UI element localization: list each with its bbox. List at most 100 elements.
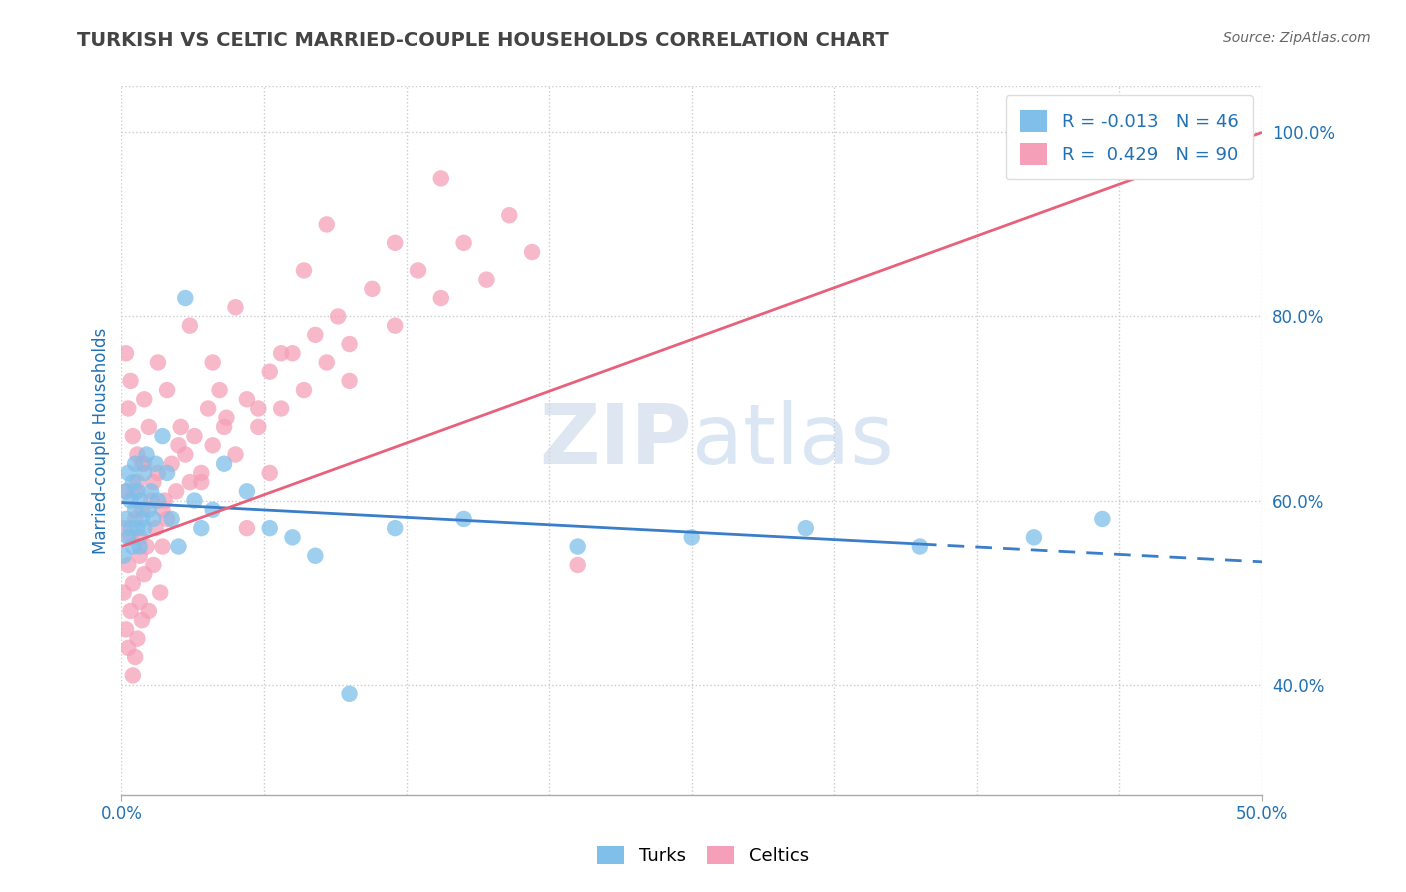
Point (120, 604, 142, 618)
Point (134, 521, 156, 535)
Point (201, 355, 224, 369)
Point (165, 484, 187, 499)
Point (153, 493, 176, 508)
Point (1022, 530, 1045, 544)
Point (190, 475, 212, 490)
Point (170, 420, 193, 434)
Point (453, 235, 475, 250)
Point (567, 540, 589, 554)
Point (115, 346, 138, 360)
Point (127, 632, 149, 646)
Point (128, 530, 150, 544)
Point (120, 530, 142, 544)
Point (121, 475, 143, 490)
Point (117, 558, 139, 572)
Point (117, 466, 139, 480)
Point (134, 567, 156, 582)
Point (567, 558, 589, 572)
Point (117, 401, 139, 416)
Point (236, 392, 259, 407)
Point (121, 576, 143, 591)
Point (120, 374, 142, 388)
Point (120, 521, 142, 535)
Point (384, 521, 406, 535)
Point (224, 300, 246, 314)
Point (138, 420, 160, 434)
Point (160, 457, 183, 471)
Point (167, 438, 190, 452)
Point (115, 484, 138, 499)
Legend: Turks, Celtics: Turks, Celtics (588, 837, 818, 874)
Point (120, 493, 142, 508)
Text: atlas: atlas (692, 401, 893, 481)
Point (681, 530, 703, 544)
Point (139, 493, 162, 508)
Point (315, 218, 337, 232)
Point (131, 457, 153, 471)
Point (121, 668, 143, 682)
Point (174, 291, 197, 305)
Point (315, 355, 337, 369)
Point (190, 466, 212, 480)
Point (453, 512, 475, 526)
Point (270, 401, 292, 416)
Point (124, 512, 146, 526)
Point (127, 475, 149, 490)
Point (179, 475, 201, 490)
Point (247, 401, 270, 416)
Point (135, 448, 157, 462)
Point (138, 502, 160, 516)
Point (304, 327, 326, 342)
Point (124, 484, 146, 499)
Point (160, 512, 183, 526)
Point (908, 540, 931, 554)
Point (259, 521, 281, 535)
Point (142, 512, 165, 526)
Point (127, 521, 149, 535)
Point (339, 687, 361, 701)
Point (128, 595, 150, 609)
Point (156, 466, 179, 480)
Y-axis label: Married-couple Households: Married-couple Households (93, 327, 110, 554)
Point (236, 521, 259, 535)
Point (281, 346, 304, 360)
Point (430, 291, 453, 305)
Point (224, 448, 246, 462)
Point (167, 540, 190, 554)
Point (124, 457, 146, 471)
Point (212, 457, 235, 471)
Point (475, 273, 498, 287)
Point (179, 318, 201, 333)
Point (152, 502, 174, 516)
Point (339, 337, 361, 351)
Point (127, 484, 149, 499)
Point (384, 235, 406, 250)
Point (259, 466, 281, 480)
Point (201, 502, 224, 516)
Point (430, 171, 453, 186)
Point (134, 466, 156, 480)
Point (1091, 512, 1114, 526)
Point (292, 263, 315, 277)
Point (142, 475, 165, 490)
Point (292, 383, 315, 397)
Point (208, 383, 231, 397)
Point (124, 502, 146, 516)
Point (190, 521, 212, 535)
Point (201, 438, 224, 452)
Point (146, 355, 169, 369)
Point (115, 512, 138, 526)
Point (121, 429, 143, 443)
Point (134, 457, 156, 471)
Point (121, 540, 143, 554)
Point (174, 448, 197, 462)
Point (146, 466, 169, 480)
Point (339, 374, 361, 388)
Point (135, 540, 157, 554)
Point (127, 448, 149, 462)
Point (156, 512, 179, 526)
Point (138, 604, 160, 618)
Legend: R = -0.013   N = 46, R =  0.429   N = 90: R = -0.013 N = 46, R = 0.429 N = 90 (1005, 95, 1253, 179)
Point (183, 493, 205, 508)
Point (131, 502, 153, 516)
